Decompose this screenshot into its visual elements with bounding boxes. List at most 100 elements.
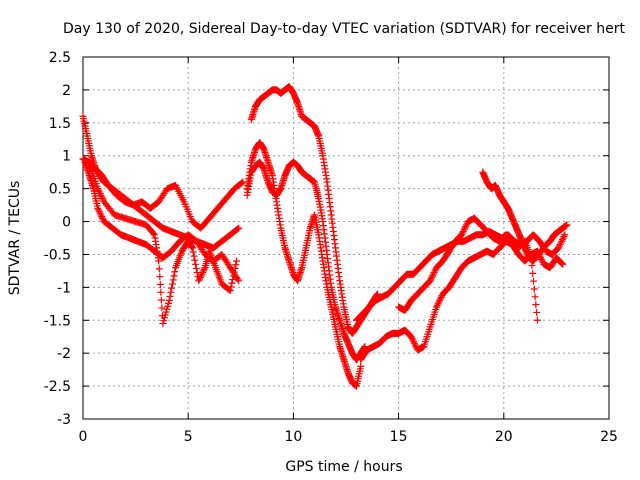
data-point <box>229 276 237 284</box>
data-point <box>226 287 234 295</box>
data-point <box>460 226 468 234</box>
data-point <box>168 280 176 288</box>
y-tick-label: -2.5 <box>44 379 71 395</box>
data-point <box>155 257 163 265</box>
y-tick-label: 2.5 <box>49 50 71 66</box>
y-tick-label: 0.5 <box>49 182 71 198</box>
chart-title: Day 130 of 2020, Sidereal Day-to-day VTE… <box>63 21 625 37</box>
y-tick-label: -1.5 <box>44 313 71 329</box>
data-point <box>238 179 246 187</box>
data-point <box>462 222 470 230</box>
data-point <box>429 272 437 280</box>
data-point <box>555 244 563 252</box>
data-point <box>557 239 565 247</box>
data-point <box>196 275 204 283</box>
data-point <box>169 276 177 284</box>
data-point <box>229 272 237 280</box>
series-track-10 <box>395 214 541 324</box>
data-point <box>558 236 566 244</box>
data-point <box>458 231 466 239</box>
x-tick-label: 15 <box>390 429 408 445</box>
data-point <box>199 269 207 277</box>
data-point <box>98 214 106 222</box>
data-point <box>98 193 106 201</box>
data-point <box>459 227 467 235</box>
data-point <box>228 279 236 287</box>
series-track-3 <box>81 158 243 285</box>
data-point <box>558 237 566 245</box>
x-tick-label: 25 <box>600 429 618 445</box>
data-point <box>94 204 102 212</box>
data-point <box>357 362 365 370</box>
y-tick-label: 2 <box>62 83 71 99</box>
data-point <box>427 275 435 283</box>
data-point <box>235 277 243 285</box>
data-point <box>559 260 567 268</box>
data-point <box>197 272 205 280</box>
data-point <box>538 257 546 265</box>
data-point <box>198 270 206 278</box>
axis-ticks: 0 5 10 15 20 25 -3 -2.5 -2 -1.5 -1 -0.5 0 0.5 1 1.5 2 2.5 <box>44 50 618 445</box>
data-point <box>200 265 208 273</box>
data-point <box>230 268 238 276</box>
data-point <box>561 231 569 239</box>
data-point <box>410 338 418 346</box>
data-point <box>436 297 444 305</box>
series-track-4 <box>81 158 241 328</box>
data-point <box>95 186 103 194</box>
series-track-7 <box>243 158 369 364</box>
plot-frame <box>82 56 610 420</box>
x-tick-label: 10 <box>284 429 302 445</box>
y-tick-label: -3 <box>57 412 71 428</box>
data-point <box>192 264 200 272</box>
data-point <box>411 341 419 349</box>
data-point <box>559 234 567 242</box>
x-tick-label: 20 <box>495 429 513 445</box>
data-point <box>86 163 94 171</box>
y-tick-label: -2 <box>57 346 71 362</box>
data-point <box>428 273 436 281</box>
data-point <box>532 301 540 309</box>
data-point <box>155 265 163 273</box>
y-tick-label: 1 <box>62 149 71 165</box>
data-point <box>158 304 166 312</box>
series-track-11 <box>479 168 571 265</box>
data-point <box>190 252 198 260</box>
data-point <box>558 260 566 268</box>
data-point <box>531 293 539 301</box>
data-point <box>461 224 469 232</box>
data-point <box>436 295 444 303</box>
data-point <box>426 277 434 285</box>
data-point <box>233 257 241 265</box>
data-point <box>199 267 207 275</box>
data-point <box>530 277 538 285</box>
data-point <box>431 267 439 275</box>
data-point <box>435 298 443 306</box>
data-point <box>437 293 445 301</box>
data-point <box>459 229 467 237</box>
data-point <box>408 334 416 342</box>
data-point <box>97 211 105 219</box>
data-point <box>432 303 440 311</box>
x-tick-label: 0 <box>79 429 88 445</box>
series-track-9 <box>357 237 567 364</box>
data-point <box>530 285 538 293</box>
data-point <box>434 300 442 308</box>
data-point <box>555 242 563 250</box>
data-point <box>94 185 102 193</box>
data-point <box>196 273 204 281</box>
data-point <box>231 264 239 272</box>
y-tick-label: -1 <box>57 280 71 296</box>
data-point <box>170 272 178 280</box>
data-point <box>409 336 417 344</box>
data-point <box>533 316 541 324</box>
data-point <box>462 221 470 229</box>
data-point <box>157 296 165 304</box>
data-point <box>533 308 541 316</box>
data-point <box>410 339 418 347</box>
x-tick-label: 5 <box>184 429 193 445</box>
data-point <box>188 244 196 252</box>
data-point <box>98 195 106 203</box>
data-point <box>560 232 568 240</box>
